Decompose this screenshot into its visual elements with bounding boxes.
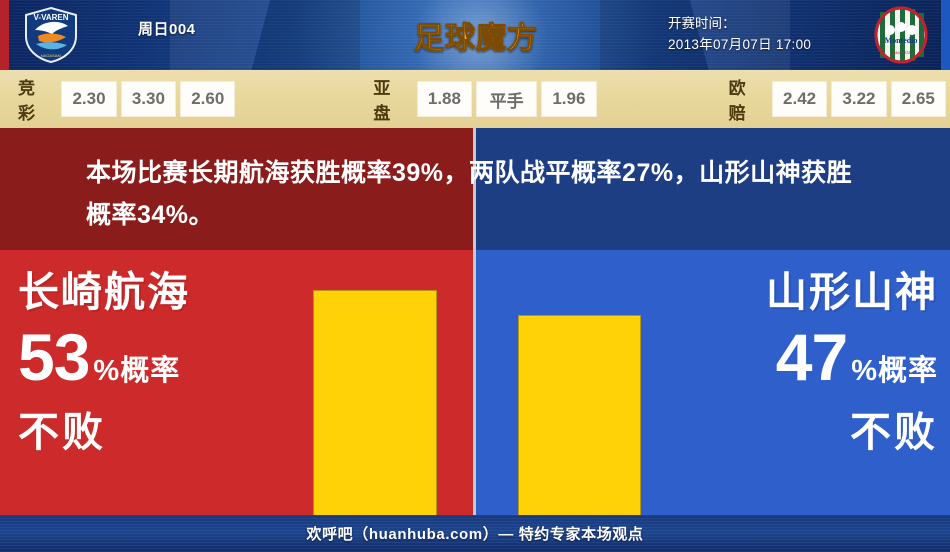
header-diagonal-left: [170, 0, 360, 70]
svg-text:Montedio: Montedio: [885, 36, 918, 45]
header-edge-red: [0, 0, 9, 70]
away-probability: 47 %概率: [688, 324, 938, 390]
away-team-crest-icon: Montedio YAMAGATA: [872, 6, 930, 64]
odds-value-away[interactable]: 2.65: [890, 81, 947, 117]
bar-away: [518, 315, 641, 517]
header-glow: [410, 0, 550, 70]
panel-divider: [473, 250, 476, 515]
odds-group-oupei: 欧赔 2.42 3.22 2.65: [729, 74, 950, 124]
header-edge-blue: [941, 0, 950, 70]
summary-half-home: [0, 128, 475, 250]
home-result-label: 不败: [18, 409, 106, 455]
away-result-label: 不败: [850, 409, 938, 455]
home-team-crest-icon: V-VAREN NAGASAKI: [22, 6, 80, 64]
odds-value-away[interactable]: 2.60: [180, 81, 236, 117]
odds-value-draw[interactable]: 3.22: [831, 81, 887, 117]
odds-group-label: 亚盘: [373, 79, 392, 123]
svg-text:V-VAREN: V-VAREN: [34, 13, 69, 22]
home-probability-value: 53: [18, 320, 90, 394]
brand-logo: 足球魔方: [408, 14, 544, 56]
home-team-name: 长崎航海: [18, 269, 190, 315]
footer-text: 欢呼吧（huanhuba.com）— 特约专家本场观点: [306, 526, 644, 543]
summary-banner: 本场比赛长期航海获胜概率39%，两队战平概率27%，山形山神获胜概率34%。: [0, 128, 950, 250]
odds-group-label: 欧赔: [728, 79, 747, 123]
away-probability-suffix: %概率: [851, 355, 938, 387]
footer-bar: 欢呼吧（huanhuba.com）— 特约专家本场观点: [0, 515, 950, 552]
summary-text: 本场比赛长期航海获胜概率39%，两队战平概率27%，山形山神获胜概率34%。: [86, 159, 853, 229]
summary-half-away: [475, 128, 950, 250]
odds-value-handicap[interactable]: 平手: [476, 81, 538, 117]
odds-value-home[interactable]: 1.88: [416, 81, 473, 117]
odds-value-home[interactable]: 2.42: [771, 81, 828, 117]
away-team-block: 山形山神 47 %概率 不败: [688, 268, 938, 458]
header-bar: V-VAREN NAGASAKI 周日004 足球魔方 开赛时间： 2013年0…: [0, 0, 950, 70]
away-team-name: 山形山神: [766, 269, 938, 315]
brand-logo-text: 足球魔方: [414, 13, 538, 57]
home-probability: 53 %概率: [18, 324, 288, 390]
kickoff-label: 开赛时间：: [668, 16, 736, 31]
summary-divider: [473, 128, 476, 250]
bar-home: [313, 290, 437, 517]
kickoff-value: 2013年07月07日 17:00: [668, 37, 812, 52]
odds-group-label: 竞彩: [18, 79, 36, 123]
odds-group-jingcai: 竞彩 2.30 3.30 2.60: [18, 74, 239, 124]
home-team-block: 长崎航海 53 %概率 不败: [18, 268, 288, 458]
odds-value-draw[interactable]: 3.30: [120, 81, 177, 117]
away-probability-value: 47: [775, 320, 848, 394]
round-label: 周日004: [138, 21, 196, 38]
odds-bar: 竞彩 2.30 3.30 2.60 亚盘 1.88 平手 1.96 欧赔 2.4…: [0, 70, 950, 128]
odds-group-yapan: 亚盘 1.88 平手 1.96: [373, 74, 600, 124]
svg-text:NAGASAKI: NAGASAKI: [41, 53, 61, 58]
probability-chart: 长崎航海 53 %概率 不败 山形山神 47 %概率 不败: [0, 250, 950, 517]
svg-text:YAMAGATA: YAMAGATA: [891, 51, 911, 55]
kickoff-info: 开赛时间： 2013年07月07日 17:00: [668, 13, 811, 55]
odds-value-home[interactable]: 2.30: [61, 81, 117, 117]
home-probability-suffix: %概率: [93, 355, 181, 387]
odds-value-away[interactable]: 1.96: [541, 81, 597, 117]
